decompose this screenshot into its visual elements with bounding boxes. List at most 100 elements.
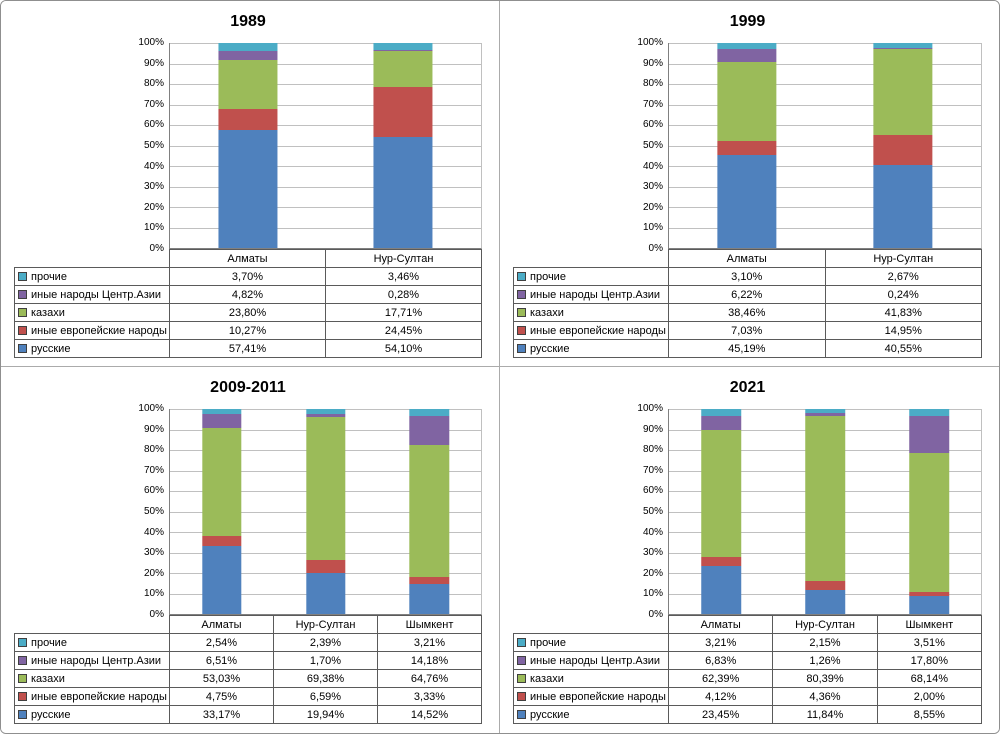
legend-cell: казахи [513, 669, 669, 688]
bar-segment [409, 584, 449, 614]
legend-cell: русские [513, 339, 669, 358]
value-cell: 54,10% [325, 339, 482, 358]
table-row: прочие 3,10% 2,67% [513, 267, 982, 286]
legend-swatch [18, 655, 27, 665]
bar-segment [202, 427, 242, 537]
bar-segment [701, 557, 741, 566]
table-row: прочие 3,21% 2,15% 3,51% [513, 633, 983, 652]
value-cell: 62,39% [667, 669, 774, 688]
value-cell: 3,21% [667, 633, 774, 652]
value-cell: 53,03% [169, 669, 274, 688]
gridline [669, 166, 981, 167]
value-cell: 3,21% [377, 633, 482, 652]
bar-segment [909, 596, 949, 614]
value-cell: 1,26% [772, 651, 878, 670]
bar-segment [717, 43, 777, 50]
legend-label: русские [31, 708, 71, 721]
value-cell: 2,00% [876, 687, 983, 706]
table-row: иные народы Центр.Азии 6,51% 1,70% 14,18% [14, 651, 482, 670]
gridline [669, 84, 981, 85]
legend-cell: иные народы Центр.Азии [14, 651, 170, 670]
bars [170, 409, 481, 614]
legend-cell: иные народы Центр.Азии [513, 285, 669, 304]
category-header: Алматы [169, 249, 326, 268]
legend-label: русские [530, 708, 570, 721]
value-cell: 4,82% [169, 285, 326, 304]
bar-segment [305, 417, 346, 560]
bar-segment [717, 140, 777, 156]
legend-swatch [517, 343, 526, 353]
gridline [170, 104, 481, 106]
value-cell: 6,51% [169, 651, 274, 670]
gridline [170, 166, 481, 167]
legend-label: русские [31, 342, 71, 355]
table-row: иные европейские народы 4,75% 6,59% 3,33% [14, 687, 482, 706]
value-cell: 6,59% [273, 687, 378, 706]
value-cell: 45,19% [668, 339, 826, 358]
value-cell: 0,28% [325, 285, 482, 304]
value-cell: 1,70% [273, 651, 378, 670]
bar-segment [805, 589, 845, 614]
table-corner-cell [15, 250, 170, 268]
value-cell: 3,51% [876, 633, 983, 652]
gridline [170, 145, 481, 147]
bar-segment [909, 592, 949, 597]
y-axis: 100% 90% 80% 70% 60% 50% 40% 30% 20% 10% 0% [637, 403, 663, 620]
legend-label: иные европейские народы [31, 324, 167, 337]
data-table: Алматы Нур-Султан Шымкент прочие 2,54% 2,39% 3… [14, 615, 482, 724]
table-row: казахи 62,39% 80,39% 68,14% [513, 669, 983, 688]
bar-segment [373, 86, 433, 138]
legend-cell: иные народы Центр.Азии [513, 651, 669, 670]
value-cell: 80,39% [772, 669, 878, 688]
value-cell: 2,67% [824, 267, 982, 286]
value-cell: 24,45% [325, 321, 482, 340]
legend-label: иные европейские народы [31, 690, 167, 703]
value-cell: 3,70% [169, 267, 326, 286]
legend-cell: иные европейские народы [513, 687, 669, 706]
table-corner-cell [514, 616, 669, 634]
value-cell: 3,33% [377, 687, 482, 706]
value-cell: 11,84% [772, 705, 878, 724]
data-table: Алматы Нур-Султан прочие 3,10% 2,67% иные нар… [513, 249, 982, 358]
legend-label: прочие [530, 636, 566, 649]
category-header: Нур-Султан [325, 249, 482, 268]
category-header: Нур-Султан [772, 615, 878, 634]
legend-swatch [18, 673, 27, 683]
legend-cell: иные европейские народы [14, 321, 170, 340]
bar-segment [218, 109, 278, 131]
bar-segment [305, 559, 346, 574]
legend-label: казахи [31, 672, 65, 685]
bar-segment [873, 165, 933, 249]
stacked-bar [873, 43, 933, 249]
table-row: прочие 2,54% 2,39% 3,21% [14, 633, 482, 652]
table-row: русские 57,41% 54,10% [14, 339, 482, 358]
table-row: иные европейские народы 4,12% 4,36% 2,00% [513, 687, 983, 706]
bar-segment [701, 429, 741, 558]
bar-segment [409, 444, 449, 578]
legend-swatch [18, 637, 27, 647]
bar-segment [305, 573, 346, 614]
bar-segment [805, 413, 845, 416]
table-row: русские 33,17% 19,94% 14,52% [14, 705, 482, 724]
bar-segment [909, 409, 949, 417]
table-row: иные европейские народы 7,03% 14,95% [513, 321, 982, 340]
value-cell: 3,46% [325, 267, 482, 286]
table-row: прочие 3,70% 3,46% [14, 267, 482, 286]
category-header: Алматы [169, 615, 274, 634]
value-cell: 14,95% [824, 321, 982, 340]
value-cell: 7,03% [668, 321, 826, 340]
bar-segment [873, 134, 933, 166]
legend-cell: прочие [513, 633, 669, 652]
plot-area [169, 409, 482, 615]
plot-area [668, 409, 982, 615]
legend-cell: казахи [14, 303, 170, 322]
bars [669, 409, 981, 614]
bar-segment [202, 536, 242, 546]
chart-panel-1999: 1999 100% 90% 80% 70% 60% 50% 40% 30% 20% 10% 0% А… [500, 1, 999, 367]
category-header: Шымкент [876, 615, 983, 634]
stacked-bar [717, 43, 777, 248]
legend-swatch [18, 343, 27, 353]
bar-segment [218, 60, 278, 110]
legend-swatch [517, 673, 526, 683]
